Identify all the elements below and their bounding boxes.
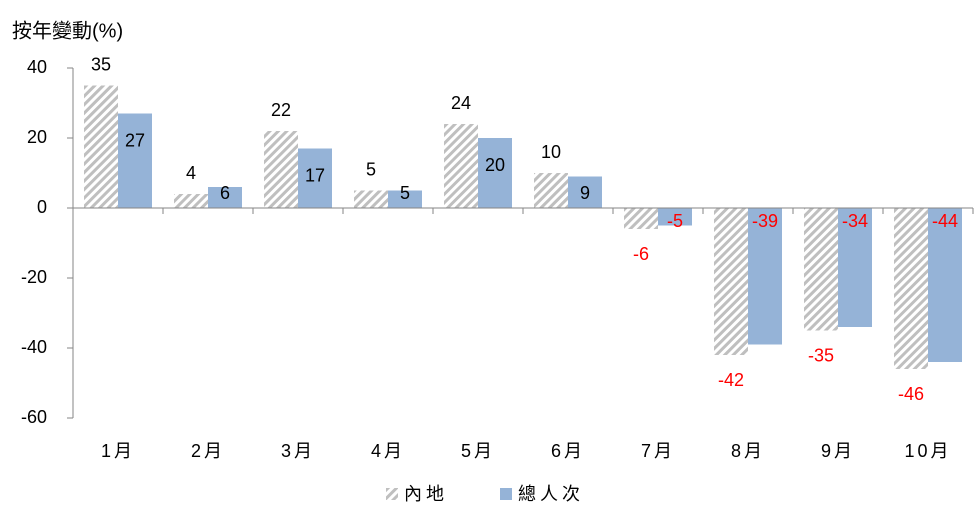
x-tick-label: 1月 — [101, 441, 135, 461]
data-label: -34 — [842, 211, 868, 231]
data-label: 10 — [541, 142, 561, 162]
bar — [568, 176, 602, 208]
bar — [838, 208, 872, 327]
data-label: 35 — [91, 54, 111, 74]
y-tick-label: -60 — [21, 407, 47, 427]
bar — [804, 208, 838, 331]
data-label: 5 — [400, 183, 410, 203]
bar — [84, 85, 118, 208]
data-label: 20 — [485, 155, 505, 175]
data-label: 9 — [580, 183, 590, 203]
bar — [388, 190, 422, 208]
data-label: -6 — [633, 244, 649, 264]
bar — [444, 124, 478, 208]
bar — [298, 148, 332, 208]
bar — [174, 194, 208, 208]
data-label: -5 — [667, 211, 683, 231]
data-label: -42 — [718, 370, 744, 390]
y-tick-label: -40 — [21, 337, 47, 357]
x-tick-label: 7月 — [641, 441, 675, 461]
legend-swatch — [500, 488, 512, 500]
bar — [534, 173, 568, 208]
x-tick-label: 2月 — [191, 441, 225, 461]
y-tick-label: -20 — [21, 267, 47, 287]
data-label: 24 — [451, 93, 471, 113]
y-axis-title: 按年變動(%) — [12, 19, 123, 42]
data-label: 5 — [366, 159, 376, 179]
legend-swatch — [386, 488, 398, 500]
data-label: -35 — [808, 345, 834, 365]
legend-label: 總人次 — [518, 484, 584, 504]
x-tick-label: 6月 — [551, 441, 585, 461]
data-label: 27 — [125, 130, 145, 150]
data-label: 22 — [271, 100, 291, 120]
y-tick-label: 20 — [27, 127, 47, 147]
data-label: 6 — [220, 183, 230, 203]
x-tick-label: 5月 — [461, 441, 495, 461]
x-tick-label: 3月 — [281, 441, 315, 461]
x-tick-label: 10月 — [904, 441, 951, 461]
bar — [264, 131, 298, 208]
bar — [208, 187, 242, 208]
bar — [624, 208, 658, 229]
data-label: 17 — [305, 165, 325, 185]
y-tick-label: 0 — [37, 197, 47, 217]
legend-label: 內地 — [404, 484, 448, 504]
data-label: 4 — [186, 163, 196, 183]
data-label: -39 — [752, 211, 778, 231]
bar — [928, 208, 962, 362]
bar — [354, 190, 388, 208]
x-tick-label: 9月 — [821, 441, 855, 461]
data-label: -46 — [898, 384, 924, 404]
bar — [478, 138, 512, 208]
data-label: -44 — [932, 211, 958, 231]
bar — [118, 113, 152, 208]
bar — [894, 208, 928, 369]
bar — [748, 208, 782, 345]
y-tick-label: 40 — [27, 57, 47, 77]
x-tick-label: 4月 — [371, 441, 405, 461]
bar — [658, 208, 692, 226]
bar — [714, 208, 748, 355]
x-tick-label: 8月 — [731, 441, 765, 461]
